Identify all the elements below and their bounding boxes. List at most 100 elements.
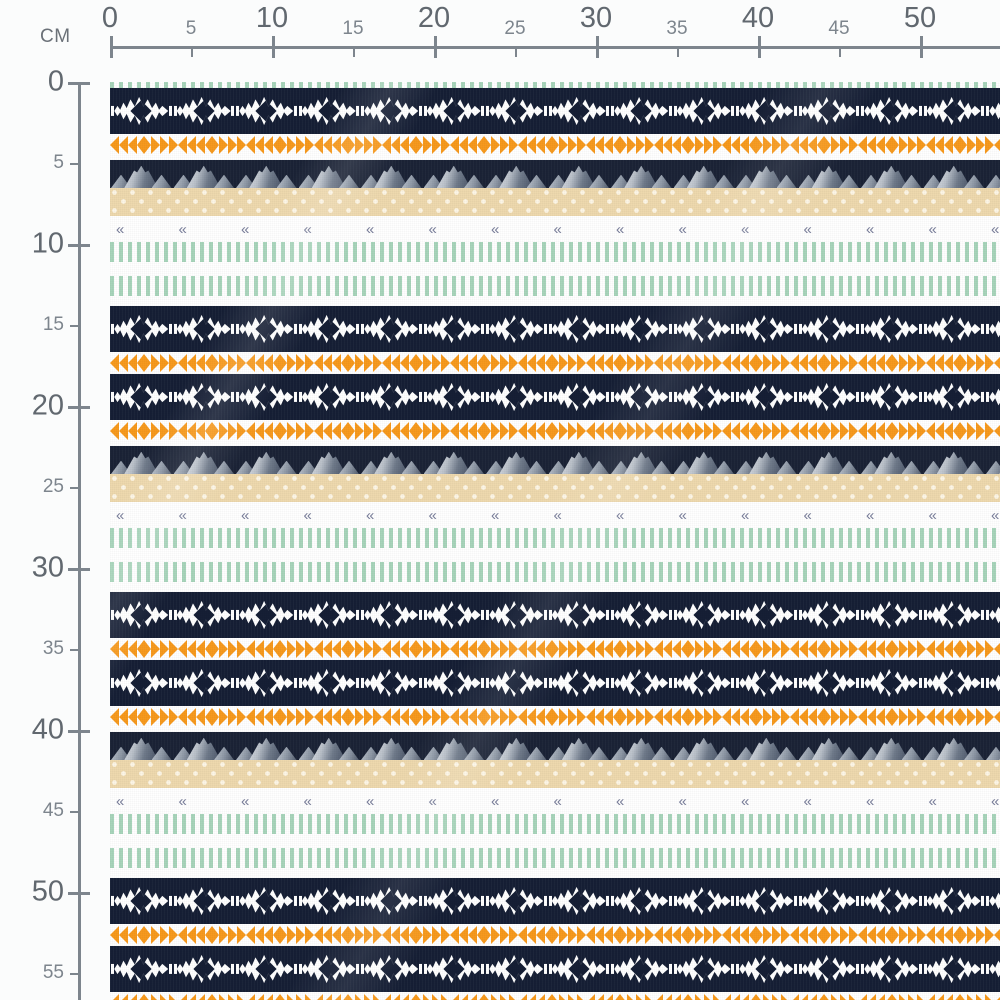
arrow-left-icon [944,993,953,1000]
fabric-band-chevron: «««««««««««««««« [110,788,1000,814]
arrow-right-icon [373,639,382,659]
arrow-right-icon [373,135,382,155]
mountain-small-icon [276,174,297,188]
chevron-icon: « [303,506,312,524]
arrow-left-icon [672,353,681,373]
arrow-right-icon [772,353,781,373]
arrow-dia-icon [613,421,627,441]
ikat-diamond-icon [551,600,606,630]
arrow-left-icon [119,421,128,441]
ikat-diamond-icon [489,600,544,630]
ikat-side-tick-right [856,609,859,621]
arrow-dia-icon [273,353,287,373]
arrow-right-icon [237,353,246,373]
arrow-dia-icon [885,421,899,441]
ikat-diamond-icon [364,886,419,916]
ikat-side-tick-left [236,105,239,117]
arrow-right-icon [160,353,169,373]
ikat-side-tick-left [611,323,614,335]
ikat-motif [298,946,361,992]
ikat-side-tick-left [986,105,989,117]
ikat-motif [110,660,173,706]
ikat-diamond-icon [551,954,606,984]
arrow-dia-icon [613,993,627,1000]
ikat-center-diamond [693,604,715,626]
orange-arrow-group [246,924,314,946]
orange-arrow-group [586,924,654,946]
arrow-right-icon [287,135,296,155]
arrow-dia-icon [817,993,831,1000]
arrow-dia-icon [273,135,287,155]
mountain-small-icon [526,460,547,474]
arrow-left-icon [722,707,731,727]
ikat-motif [110,878,173,924]
mountain-group [235,446,298,474]
arrow-left-icon [459,639,468,659]
arrow-left-icon [867,639,876,659]
mountain-small-icon [986,746,1000,760]
arrow-right-icon [364,993,373,1000]
ikat-motif [298,878,361,924]
ikat-center-diamond [880,386,902,408]
ikat-diamond-icon [926,600,981,630]
orange-arrow-group [110,706,178,728]
arrow-left-icon [110,707,119,727]
ikat-side-tick-left [673,677,677,689]
arrow-right-icon [831,639,840,659]
arrow-left-icon [858,707,867,727]
arrow-left-icon [468,353,477,373]
ikat-motif [610,592,673,638]
fabric-swatch-viewport[interactable]: ««««««««««««««««««««««««««««««««««««««««… [110,82,1000,1000]
arrow-right-icon [840,707,849,727]
arrow-dia-icon [409,421,423,441]
ikat-side-tick-left [736,105,739,117]
arrow-right-icon [169,925,178,945]
arrow-dia-icon [477,993,491,1000]
ikat-side-tick-right [481,391,484,403]
arrow-left-icon [187,993,196,1000]
h-tick-label-10: 10 [255,2,289,34]
ikat-side-tick-right [606,105,609,117]
arrow-dia-icon [137,993,151,1000]
arrow-left-icon [790,707,799,727]
arrow-left-icon [858,639,867,659]
ikat-center-diamond [380,958,402,980]
ikat-center-diamond [630,672,652,694]
arrow-right-icon [645,639,654,659]
arrow-left-icon [450,639,459,659]
ikat-motif [235,878,298,924]
v-tick-label-15: 15 [42,314,64,335]
ikat-center-diamond [255,604,277,626]
ikat-side-tick-right [668,963,672,975]
fabric-swatch-canvas[interactable]: ««««««««««««««««««««««««««««««««««««««««… [110,82,1000,1000]
ikat-center-diamond [880,318,902,340]
arrow-right-icon [577,135,586,155]
arrow-right-icon [985,707,994,727]
ikat-motif [735,946,798,992]
ikat-motif [548,374,611,420]
arrow-dia-icon [817,421,831,441]
ikat-side-tick-right [231,963,234,975]
arrow-right-icon [169,639,178,659]
fabric-band-ikat [110,88,1000,134]
ikat-diamond-icon [239,314,294,344]
orange-arrow-group [722,706,790,728]
arrow-right-icon [577,925,586,945]
ikat-motif [173,946,236,992]
arrow-right-icon [627,639,636,659]
arrow-left-icon [595,353,604,373]
fabric-band-stripe [110,848,1000,868]
arrow-left-icon [518,925,527,945]
arrow-dia-icon [885,993,899,1000]
arrow-right-icon [364,925,373,945]
ikat-side-tick-right [731,323,734,335]
arrow-right-icon [627,421,636,441]
ikat-center-diamond [693,672,715,694]
ikat-diamond-icon [489,314,544,344]
arrow-right-icon [704,353,713,373]
mountain-small-icon [401,174,422,188]
ikat-side-tick-left [423,963,427,975]
arrow-right-icon [228,639,237,659]
ikat-center-diamond [193,318,215,340]
ikat-side-tick-left [236,677,239,689]
